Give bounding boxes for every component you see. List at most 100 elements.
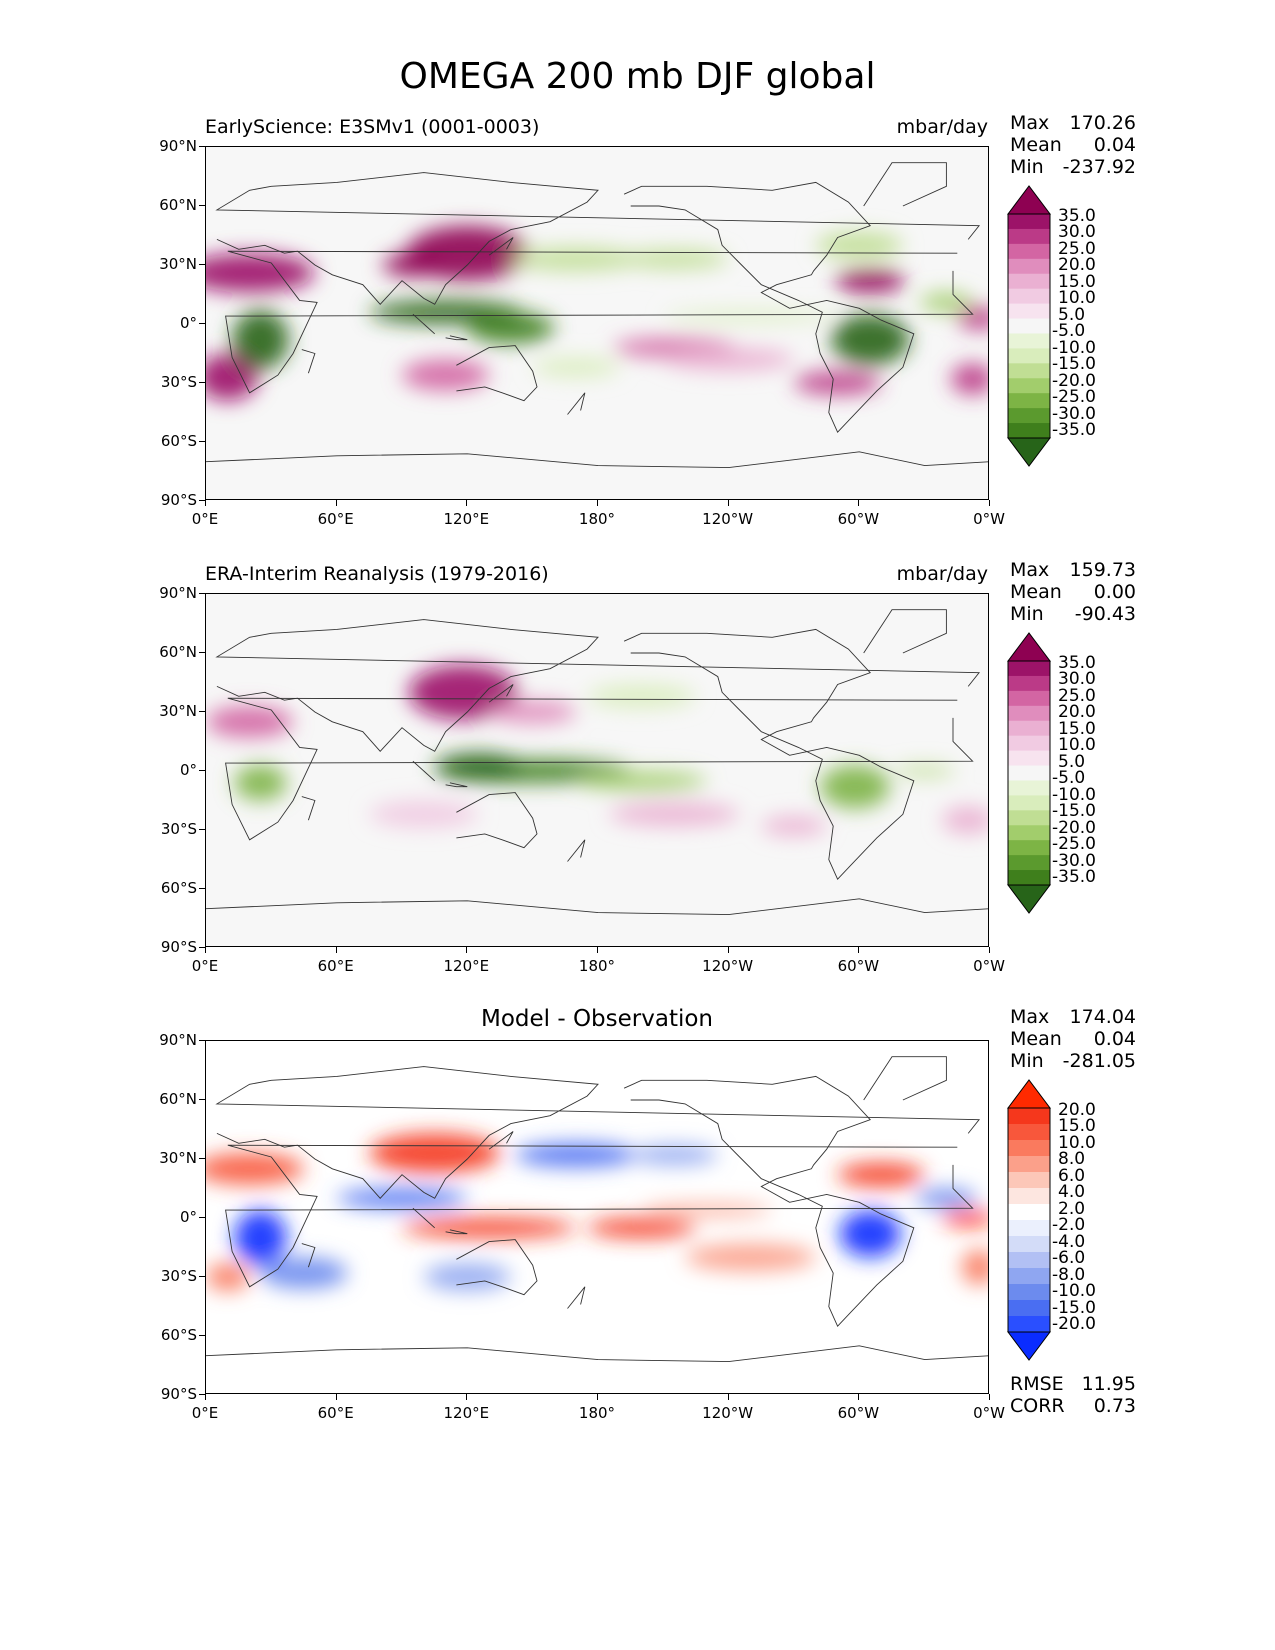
- y-tick-label: 60°N: [159, 643, 197, 661]
- colorbar-extend-max: [1007, 632, 1051, 662]
- colorbar-bin: [1008, 378, 1050, 394]
- x-tick-mark: [335, 500, 337, 506]
- field-anomaly: [950, 363, 988, 395]
- colorbar-tick-label: 35.0: [1058, 653, 1096, 673]
- field-anomaly: [260, 1257, 348, 1289]
- x-tick-label: 60°E: [317, 1404, 354, 1422]
- x-tick-label: 0°E: [191, 1404, 219, 1422]
- stat-mean-value: 0.04: [1093, 134, 1136, 156]
- colorbar-bin: [1008, 780, 1050, 796]
- colorbar-tick-label: -35.0: [1052, 420, 1096, 441]
- colorbar-extend-max: [1007, 185, 1051, 215]
- coastline: [456, 1239, 538, 1296]
- y-tick-label: 30°S: [160, 373, 197, 391]
- x-tick-mark: [335, 1394, 337, 1400]
- colorbar-tick-label: -5.0: [1052, 321, 1086, 342]
- colorbar-extend-min: [1007, 437, 1051, 467]
- colorbar-bin: [1008, 258, 1050, 275]
- y-tick-mark: [199, 1217, 205, 1218]
- colorbar-bin: [1008, 393, 1050, 409]
- colorbar-bin: [1008, 318, 1050, 334]
- field-anomaly: [837, 1162, 925, 1187]
- stat-corr-value: 0.73: [1093, 1395, 1136, 1417]
- colorbar-tick-label: -35.0: [1052, 867, 1096, 888]
- x-tick-label: 180°: [578, 957, 616, 975]
- y-tick-label: 60°S: [160, 432, 197, 450]
- colorbar-bin: [1008, 423, 1050, 439]
- field-anomaly: [467, 312, 555, 344]
- stat-rmse-value: 11.95: [1081, 1373, 1136, 1395]
- coastline: [488, 684, 514, 703]
- field-anomaly: [587, 1218, 696, 1238]
- colorbar-bin: [1008, 1156, 1050, 1173]
- stat-mean-label: Mean: [1010, 581, 1062, 603]
- field-anomaly: [942, 806, 988, 834]
- y-tick-label: 90°N: [159, 1031, 197, 1049]
- y-tick-mark: [199, 500, 205, 501]
- field-anomaly: [402, 359, 490, 391]
- coastline: [863, 609, 947, 654]
- x-tick-mark: [335, 947, 337, 953]
- colorbar-bin: [1008, 765, 1050, 781]
- x-tick-label: 120°E: [443, 1404, 490, 1422]
- field-anomaly: [915, 1188, 977, 1209]
- panel-1-title: EarlyScience: E3SMv1 (0001-0003): [205, 116, 540, 138]
- y-tick-mark: [199, 1099, 205, 1100]
- x-tick-mark: [205, 1394, 206, 1400]
- x-tick-label: 0°W: [973, 1404, 1005, 1422]
- colorbar-bin: [1008, 705, 1050, 722]
- stat-min-label: Min: [1010, 156, 1044, 178]
- panel-3-title: Model - Observation: [480, 1006, 714, 1032]
- y-tick-mark: [199, 382, 205, 383]
- colorbar-outline: [1007, 213, 1051, 439]
- coastline: [863, 1056, 947, 1101]
- coastline: [445, 335, 468, 341]
- field-anomaly: [630, 1145, 718, 1165]
- coastline: [623, 181, 915, 434]
- coastline: [488, 1131, 514, 1150]
- colorbar-tick-label: 2.0: [1058, 1198, 1086, 1219]
- field-anomaly: [942, 1210, 988, 1226]
- y-tick-label: 60°S: [160, 1326, 197, 1344]
- colorbar-bin: [1008, 1236, 1050, 1253]
- colorbar-tick-label: -20.0: [1052, 1314, 1096, 1335]
- coastline: [456, 345, 538, 402]
- colorbar-bin: [1008, 348, 1050, 364]
- stat-max-value: 170.26: [1069, 112, 1136, 134]
- x-tick-mark: [727, 947, 729, 953]
- coastline: [225, 1144, 974, 1288]
- x-tick-mark: [858, 500, 860, 506]
- x-tick-mark: [205, 500, 206, 506]
- colorbar-tick-label: -15.0: [1052, 354, 1096, 375]
- colorbar-bin: [1008, 1140, 1050, 1157]
- x-tick-mark: [205, 947, 206, 953]
- x-tick-label: 0°W: [973, 510, 1005, 528]
- coastline: [445, 1229, 468, 1235]
- colorbar-swatches: [1007, 1079, 1051, 1361]
- colorbar-bin: [1008, 288, 1050, 305]
- y-tick-label: 0°: [179, 1208, 197, 1226]
- colorbar-swatches: [1007, 185, 1051, 467]
- colorbar-tick-label: -20.0: [1052, 370, 1096, 391]
- field-anomaly: [663, 310, 838, 323]
- panel-1-units: mbar/day: [896, 116, 988, 138]
- colorbar-bin: [1008, 1124, 1050, 1141]
- field-plot: [206, 609, 988, 916]
- x-tick-mark: [597, 1394, 598, 1400]
- x-tick-mark: [727, 1394, 729, 1400]
- colorbar-bin: [1008, 795, 1050, 811]
- y-tick-mark: [199, 829, 205, 830]
- colorbar-bin: [1008, 1316, 1050, 1333]
- y-tick-label: 30°N: [159, 255, 197, 273]
- coastline: [623, 1075, 915, 1328]
- panel-1-map: [205, 146, 989, 500]
- panel-3-error-stats: RMSE 11.95 CORR 0.73: [1010, 1373, 1136, 1417]
- stat-min-value: -237.92: [1062, 156, 1136, 178]
- colorbar-tick-label: -15.0: [1052, 1297, 1096, 1318]
- colorbar-bin: [1008, 1284, 1050, 1301]
- colorbar-tick-label: -6.0: [1052, 1248, 1086, 1269]
- colorbar-tick-label: -20.0: [1052, 817, 1096, 838]
- colorbar-tick-label: 25.0: [1058, 685, 1096, 706]
- panel-2-map: [205, 593, 989, 947]
